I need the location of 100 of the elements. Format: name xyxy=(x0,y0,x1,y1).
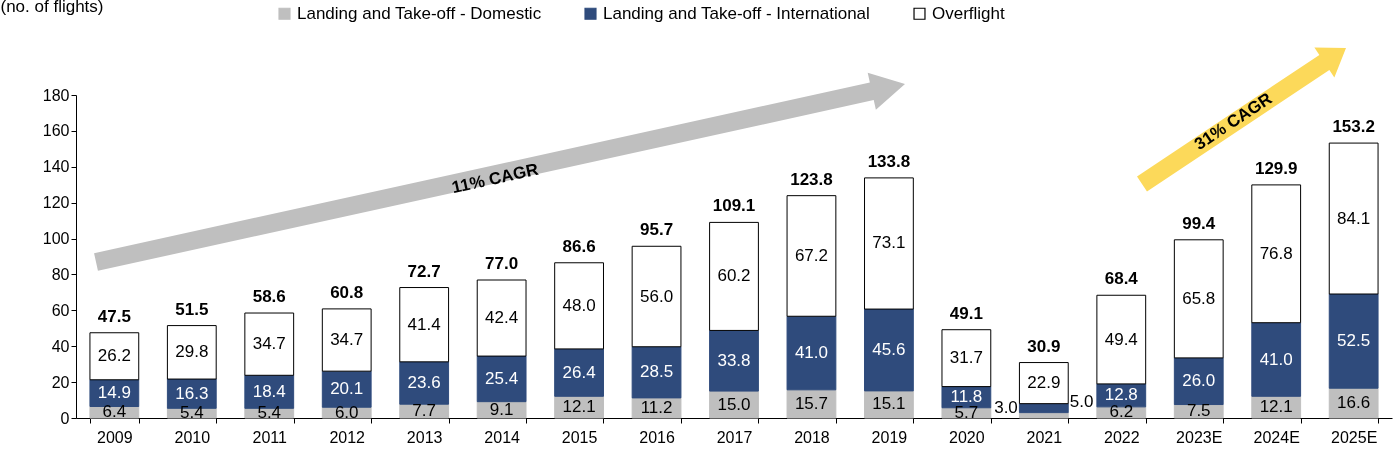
data-label: 15.0 xyxy=(717,394,751,414)
data-label: 3.0 xyxy=(994,398,1018,418)
x-tick-label: 2015 xyxy=(561,428,598,446)
total-label: 123.8 xyxy=(790,169,833,189)
x-tick-label: 2009 xyxy=(97,428,133,446)
data-label: 12.8 xyxy=(1104,385,1138,405)
data-label: 41.0 xyxy=(794,343,828,363)
data-label: 31.7 xyxy=(949,348,983,368)
data-label: 34.7 xyxy=(330,330,364,350)
data-label: 9.1 xyxy=(489,399,514,419)
data-label: 16.3 xyxy=(175,383,209,403)
total-label: 109.1 xyxy=(712,196,756,216)
bar xyxy=(476,279,527,357)
data-label: 20.1 xyxy=(330,379,364,399)
y-tick-label: 160 xyxy=(42,122,70,140)
bar xyxy=(554,348,604,397)
total-label: 99.4 xyxy=(1182,213,1216,233)
data-label: 5.4 xyxy=(179,403,204,423)
x-tick-label: 2024E xyxy=(1253,428,1300,446)
bar xyxy=(244,312,295,376)
legend-label: Overflight xyxy=(932,3,1006,23)
data-label: 73.1 xyxy=(872,233,906,253)
data-label: 65.8 xyxy=(1182,288,1216,308)
x-tick-label: 2013 xyxy=(406,428,443,446)
annotation: 11% CAGR xyxy=(450,159,541,198)
bar xyxy=(1251,184,1302,324)
data-label: 48.0 xyxy=(562,295,596,315)
total-label: 72.7 xyxy=(407,261,441,281)
x-tick-label: 2010 xyxy=(174,428,211,446)
data-label: 56.0 xyxy=(640,286,674,306)
data-label: 26.0 xyxy=(1182,371,1216,391)
y-tick-label: 40 xyxy=(51,337,70,355)
data-label: 18.4 xyxy=(252,381,286,401)
data-label: 76.8 xyxy=(1259,243,1293,263)
x-tick-label: 2020 xyxy=(949,428,985,446)
data-label: 11.2 xyxy=(640,397,673,417)
data-label: 15.7 xyxy=(794,393,828,413)
legend-label: Landing and Take-off - International xyxy=(603,3,870,23)
total-label: 49.1 xyxy=(949,303,983,323)
x-tick-label: 2025E xyxy=(1331,428,1378,446)
data-label: 12.1 xyxy=(562,397,596,417)
data-label: 33.8 xyxy=(717,350,751,370)
bar xyxy=(786,315,837,391)
data-label: 6.0 xyxy=(334,402,359,422)
total-label: 95.7 xyxy=(640,220,674,240)
data-label: 41.0 xyxy=(1259,349,1293,369)
x-tick-label: 2014 xyxy=(484,428,521,446)
total-label: 60.8 xyxy=(330,282,364,302)
y-tick-label: 20 xyxy=(51,373,70,391)
y-axis-title: (no. of flights) xyxy=(0,0,104,16)
bar xyxy=(786,389,837,419)
y-tick-label: 180 xyxy=(42,86,70,104)
y-tick-label: 100 xyxy=(42,230,70,248)
total-label: 58.6 xyxy=(252,287,286,307)
data-label: 60.2 xyxy=(717,266,751,286)
bar xyxy=(554,262,604,350)
total-label: 51.5 xyxy=(175,299,209,319)
data-label: 41.4 xyxy=(407,314,441,334)
bar xyxy=(1018,412,1069,419)
y-tick-label: 0 xyxy=(60,409,70,427)
data-label: 14.9 xyxy=(97,383,131,403)
y-tick-label: 80 xyxy=(51,265,70,283)
data-label: 49.4 xyxy=(1104,329,1138,349)
x-tick-label: 2017 xyxy=(716,428,753,446)
bar xyxy=(1173,239,1224,359)
data-label: 52.5 xyxy=(1337,331,1371,351)
total-label: 47.5 xyxy=(97,306,131,326)
x-tick-label: 2019 xyxy=(871,428,908,446)
data-label: 29.8 xyxy=(175,342,209,362)
total-label: 129.9 xyxy=(1254,158,1298,178)
data-label: 15.1 xyxy=(872,394,906,414)
x-tick-label: 2016 xyxy=(639,428,675,446)
x-tick-label: 2022 xyxy=(1103,428,1140,446)
y-tick-label: 120 xyxy=(42,194,70,212)
data-label: 42.4 xyxy=(485,308,519,328)
bar xyxy=(941,329,992,388)
legend-label: Landing and Take-off - Domestic xyxy=(297,3,542,23)
total-label: 30.9 xyxy=(1027,336,1061,356)
data-label: 22.9 xyxy=(1027,373,1061,393)
data-label: 34.7 xyxy=(252,334,286,354)
data-label: 16.6 xyxy=(1337,393,1371,413)
data-label: 26.2 xyxy=(97,346,131,366)
data-label: 5.4 xyxy=(257,403,282,423)
data-label: 26.4 xyxy=(562,362,596,382)
bar xyxy=(1328,142,1379,295)
bar xyxy=(709,329,759,392)
bar xyxy=(1328,293,1379,389)
bar xyxy=(864,177,914,310)
data-label: 6.4 xyxy=(102,402,127,422)
y-tick-label: 60 xyxy=(51,301,70,319)
bar xyxy=(1018,403,1069,414)
total-label: 77.0 xyxy=(485,254,519,274)
data-label: 67.2 xyxy=(794,245,828,265)
data-label: 6.2 xyxy=(1109,402,1134,422)
x-tick-label: 2021 xyxy=(1026,428,1063,446)
data-label: 7.7 xyxy=(412,401,436,421)
x-tick-label: 2018 xyxy=(794,428,830,446)
bar xyxy=(631,245,682,348)
data-label: 23.6 xyxy=(407,373,441,393)
total-label: 68.4 xyxy=(1104,269,1139,289)
